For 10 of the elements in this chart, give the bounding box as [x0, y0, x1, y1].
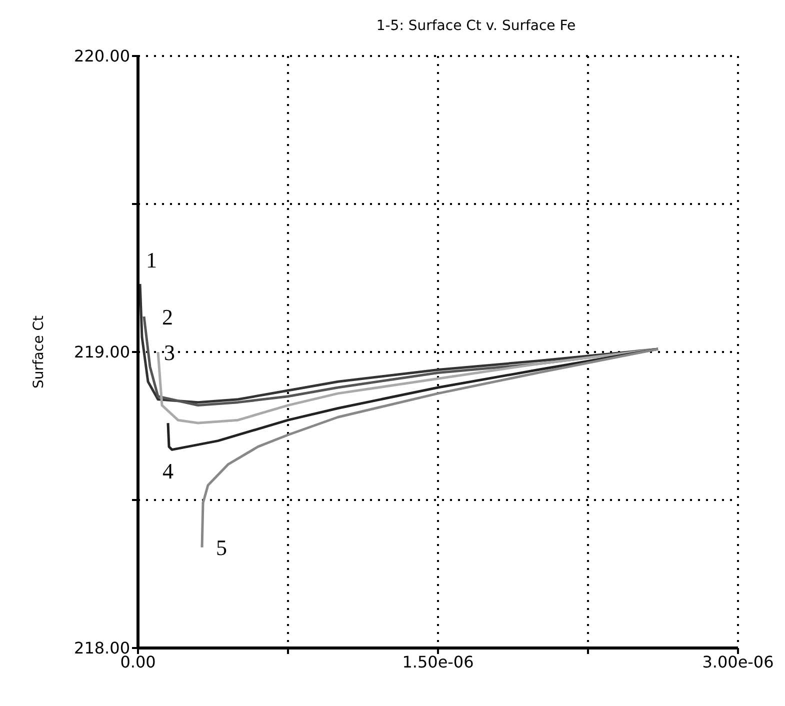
- x-tick-label: 1.50e-06: [402, 652, 474, 672]
- x-tick-label: 3.00e-06: [702, 652, 774, 672]
- series-label: 2: [162, 304, 173, 330]
- series-label: 5: [216, 535, 227, 560]
- series-label: 4: [162, 458, 174, 484]
- y-tick-label: 220.00: [74, 46, 130, 66]
- y-tick-label: 219.00: [74, 342, 130, 362]
- y-axis-title: Surface Ct: [30, 314, 47, 389]
- chart-title: 1-5: Surface Ct v. Surface Fe: [376, 18, 576, 34]
- series-label: 1: [146, 248, 157, 273]
